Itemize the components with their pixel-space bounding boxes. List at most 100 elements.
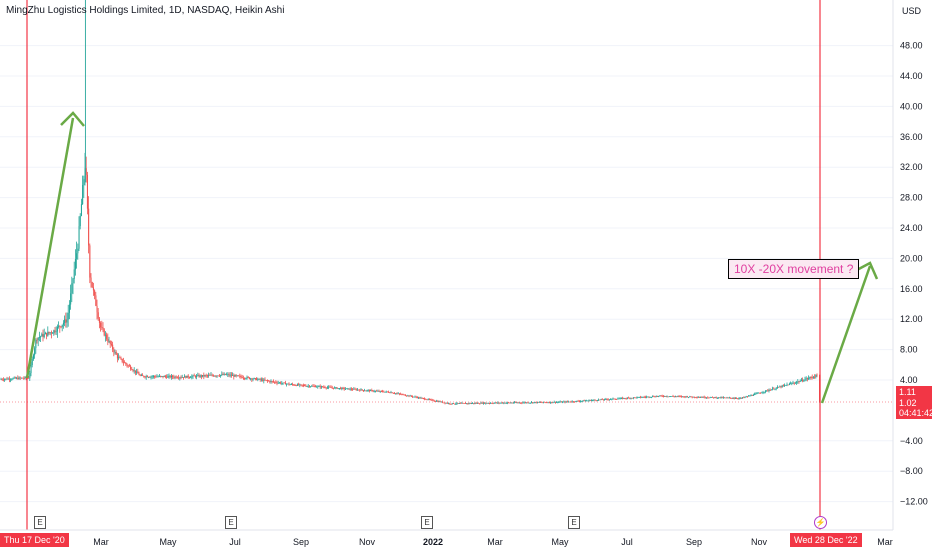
x-tick-label: Jul: [621, 537, 633, 547]
candle-body: [115, 352, 117, 355]
candle-body: [451, 403, 453, 404]
candle-body: [814, 376, 816, 378]
candle-body: [650, 396, 652, 398]
candle-body: [347, 388, 349, 390]
candle-body: [576, 400, 578, 402]
candle-body: [622, 397, 624, 399]
candle-body: [421, 397, 423, 399]
y-tick-label: 48.00: [900, 41, 923, 51]
candle-body: [730, 397, 732, 399]
candle-body: [382, 391, 384, 393]
candle-body: [548, 402, 550, 404]
earnings-icon[interactable]: E: [34, 516, 46, 529]
candle-body: [187, 375, 189, 378]
candle-body: [679, 396, 681, 398]
candle-body: [577, 400, 579, 402]
candle-body: [307, 385, 309, 387]
candle-body: [379, 390, 381, 392]
candle-body: [359, 389, 361, 391]
candle-body: [733, 398, 735, 400]
candle-body: [674, 396, 676, 398]
candle-body: [358, 389, 360, 391]
candle-body: [337, 388, 339, 389]
candle-body: [130, 366, 132, 370]
candle-body: [557, 402, 559, 403]
candle-body: [270, 381, 272, 382]
candle-body: [728, 397, 730, 399]
earnings-icon[interactable]: E: [421, 516, 433, 529]
candle-body: [220, 374, 222, 376]
candle-body: [38, 337, 40, 338]
candle-body: [560, 401, 562, 403]
earnings-icon[interactable]: E: [225, 516, 237, 529]
candle-body: [810, 377, 812, 378]
candle-body: [178, 377, 180, 379]
candle-body: [770, 389, 772, 391]
dividend-bolt-icon[interactable]: ⚡: [814, 516, 827, 529]
candle-body: [319, 386, 321, 388]
candle-body: [592, 400, 594, 401]
candle-body: [134, 370, 136, 373]
earnings-icon[interactable]: E: [568, 516, 580, 529]
candle-body: [799, 380, 801, 382]
candle-body: [620, 397, 622, 399]
candle-body: [167, 376, 169, 378]
candle-body: [631, 397, 633, 399]
candle-body: [448, 403, 450, 405]
candle-body: [724, 397, 726, 399]
candle-body: [816, 374, 818, 376]
candle-body: [716, 397, 718, 399]
candle-body: [664, 395, 666, 397]
candle-body: [7, 378, 9, 380]
candle-body: [54, 330, 56, 332]
candle-body: [368, 390, 370, 392]
x-tick-label: May: [159, 537, 177, 547]
candle-body: [67, 312, 69, 320]
candle-body: [473, 403, 475, 404]
candle-body: [450, 403, 452, 405]
candle-body: [646, 396, 648, 398]
candle-body: [514, 402, 516, 404]
candle-body: [352, 389, 354, 391]
candle-body: [750, 395, 752, 396]
candle-body: [658, 395, 660, 397]
candle-body: [734, 398, 736, 399]
candle-body: [254, 378, 256, 379]
candle-body: [116, 354, 118, 359]
candle-body: [313, 386, 315, 387]
candle-body: [720, 397, 722, 399]
candle-body: [248, 377, 250, 379]
candle-body: [538, 401, 540, 403]
candle-body: [545, 402, 547, 404]
candle-body: [330, 387, 332, 388]
candle-body: [511, 402, 513, 404]
candle-body: [132, 370, 134, 371]
candle-body: [481, 402, 483, 404]
candle-body: [139, 375, 141, 376]
movement-annotation[interactable]: 10X -20X movement ?: [728, 259, 860, 279]
candle-body: [271, 381, 273, 382]
candle-body: [232, 375, 234, 376]
candle-body: [490, 403, 492, 404]
candle-body: [362, 390, 364, 391]
candle-body: [306, 385, 308, 387]
candle-body: [739, 397, 741, 399]
candle-body: [190, 377, 192, 379]
candle-body: [497, 402, 499, 404]
candle-body: [683, 396, 685, 398]
candle-body: [328, 386, 330, 388]
candle-body: [253, 378, 255, 379]
candle-body: [464, 403, 466, 404]
candle-body: [247, 377, 249, 378]
candle-body: [289, 384, 291, 386]
candle-body: [23, 378, 25, 379]
candle-body: [499, 402, 501, 404]
candle-body: [403, 394, 405, 396]
candle-body: [260, 379, 262, 381]
candle-body: [780, 386, 782, 388]
candle-body: [779, 386, 781, 388]
candle-body: [755, 393, 757, 395]
candle-body: [700, 397, 702, 398]
candle-body: [175, 376, 177, 378]
